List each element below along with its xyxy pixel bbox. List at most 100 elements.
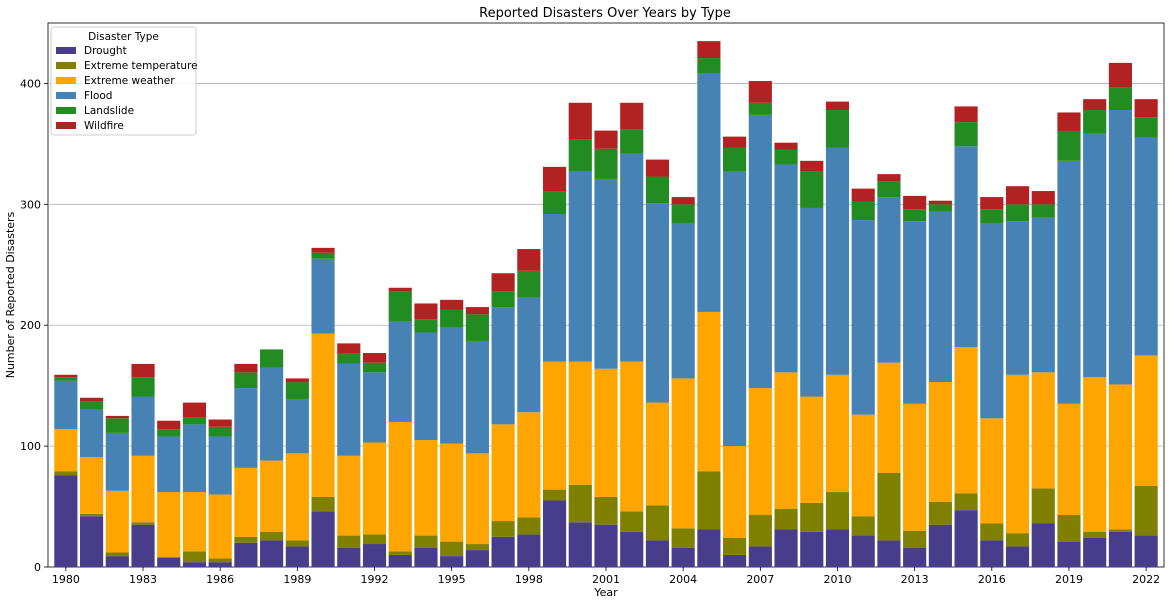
bar-segment-extreme-weather — [594, 368, 618, 497]
bar-segment-drought — [954, 510, 978, 567]
bar-segment-landslide — [105, 418, 129, 433]
bar-segment-landslide — [234, 372, 258, 389]
bar-segment-wildfire — [620, 102, 644, 130]
legend-entry: Landslide — [84, 105, 134, 117]
bar-segment-extreme-temperature — [825, 492, 850, 530]
bar-segment-landslide — [131, 377, 155, 397]
bar-segment-drought — [465, 550, 489, 567]
bar-segment-extreme-weather — [928, 382, 952, 502]
bar-segment-landslide — [260, 349, 284, 368]
bar-segment-flood — [1108, 110, 1132, 385]
bar-segment-wildfire — [54, 374, 78, 378]
bar-segment-extreme-temperature — [697, 471, 721, 530]
bar-segment-flood — [1031, 217, 1055, 373]
bar-segment-landslide — [954, 122, 978, 147]
legend-title: Disaster Type — [88, 31, 159, 43]
bar-segment-extreme-weather — [131, 455, 155, 523]
bar-segment-extreme-temperature — [1031, 488, 1055, 524]
bar-segment-extreme-weather — [182, 492, 207, 552]
bar-segment-wildfire — [80, 397, 104, 402]
x-tick-label: 1980 — [52, 573, 80, 586]
x-tick-label: 2019 — [1055, 573, 1083, 586]
bar-segment-drought — [723, 554, 747, 567]
bar-segment-flood — [465, 340, 489, 454]
bar-segment-extreme-weather — [80, 456, 104, 514]
bar-segment-wildfire — [774, 142, 798, 150]
bar-segment-wildfire — [645, 159, 670, 177]
bar-segment-drought — [1083, 537, 1107, 567]
bar-segment-landslide — [414, 319, 438, 333]
bar-segment-extreme-temperature — [1134, 486, 1158, 536]
bar-segment-landslide — [851, 201, 875, 221]
bar-segment-extreme-temperature — [1108, 529, 1132, 532]
bar-segment-drought — [825, 529, 850, 567]
bar-segment-extreme-weather — [337, 455, 361, 536]
bar-segment-wildfire — [1005, 186, 1030, 205]
bar-segment-drought — [388, 554, 412, 567]
y-tick-label: 400 — [20, 77, 41, 90]
bar-segment-landslide — [1005, 204, 1030, 222]
bar-segment-drought — [774, 529, 798, 567]
x-tick-label: 1995 — [438, 573, 466, 586]
bar-segment-drought — [105, 556, 129, 567]
bar-segment-wildfire — [594, 130, 618, 149]
bar-segment-flood — [903, 221, 927, 404]
bar-segment-extreme-temperature — [234, 536, 258, 543]
bar-segment-flood — [825, 147, 850, 375]
bar-segment-landslide — [1134, 117, 1158, 138]
bar-segment-landslide — [54, 377, 78, 381]
bar-segment-wildfire — [182, 402, 207, 418]
bar-segment-flood — [723, 171, 747, 447]
bar-segment-extreme-weather — [542, 361, 567, 490]
y-tick-label: 100 — [20, 440, 41, 453]
bar-segment-landslide — [774, 149, 798, 165]
bar-segment-landslide — [285, 382, 309, 399]
x-tick-label: 1998 — [515, 573, 543, 586]
bar-segment-extreme-weather — [1031, 372, 1055, 489]
x-tick-label: 2007 — [746, 573, 774, 586]
bar-segment-flood — [1083, 133, 1107, 378]
bar-segment-drought — [1005, 546, 1030, 567]
bar-segment-extreme-temperature — [491, 521, 515, 537]
bar-segment-extreme-temperature — [774, 508, 798, 530]
bar-segment-landslide — [1057, 131, 1081, 161]
bar-segment-wildfire — [568, 102, 592, 140]
bar-segment-extreme-temperature — [723, 537, 747, 555]
chart-title: Reported Disasters Over Years by Type — [479, 6, 731, 21]
x-tick-label: 2010 — [823, 573, 851, 586]
bar-segment-landslide — [671, 204, 695, 224]
bar-segment-flood — [645, 203, 670, 403]
bar-segment-extreme-weather — [645, 402, 670, 506]
bar-segment-drought — [645, 540, 670, 567]
bar-segment-extreme-temperature — [980, 523, 1004, 541]
bar-segment-landslide — [697, 58, 721, 74]
bar-segment-extreme-weather — [208, 494, 232, 559]
y-tick-label: 300 — [20, 198, 41, 211]
bar-segment-drought — [414, 547, 438, 567]
bar-segment-landslide — [542, 191, 567, 215]
bar-segment-flood — [928, 211, 952, 383]
bar-segment-flood — [594, 178, 618, 369]
bar-segment-flood — [954, 146, 978, 347]
bar-segment-wildfire — [1031, 191, 1055, 205]
bar-segment-wildfire — [208, 419, 232, 427]
bar-segment-extreme-temperature — [337, 535, 361, 548]
bars — [54, 41, 1158, 567]
bar-segment-landslide — [157, 429, 181, 437]
bar-segment-extreme-temperature — [800, 502, 824, 532]
bar-segment-flood — [671, 223, 695, 379]
bar-segment-wildfire — [157, 420, 181, 430]
bar-segment-wildfire — [311, 247, 335, 253]
legend-entry: Drought — [84, 45, 127, 57]
bar-segment-wildfire — [903, 195, 927, 210]
legend-swatch — [56, 62, 76, 69]
bar-segment-flood — [697, 73, 721, 312]
bar-segment-extreme-temperature — [80, 513, 104, 517]
bar-segment-extreme-temperature — [620, 511, 644, 532]
bar-segment-extreme-temperature — [1005, 533, 1030, 547]
bar-segment-flood — [1134, 137, 1158, 356]
bar-segment-extreme-temperature — [517, 517, 541, 535]
bar-segment-extreme-weather — [800, 396, 824, 503]
bar-segment-wildfire — [800, 160, 824, 172]
